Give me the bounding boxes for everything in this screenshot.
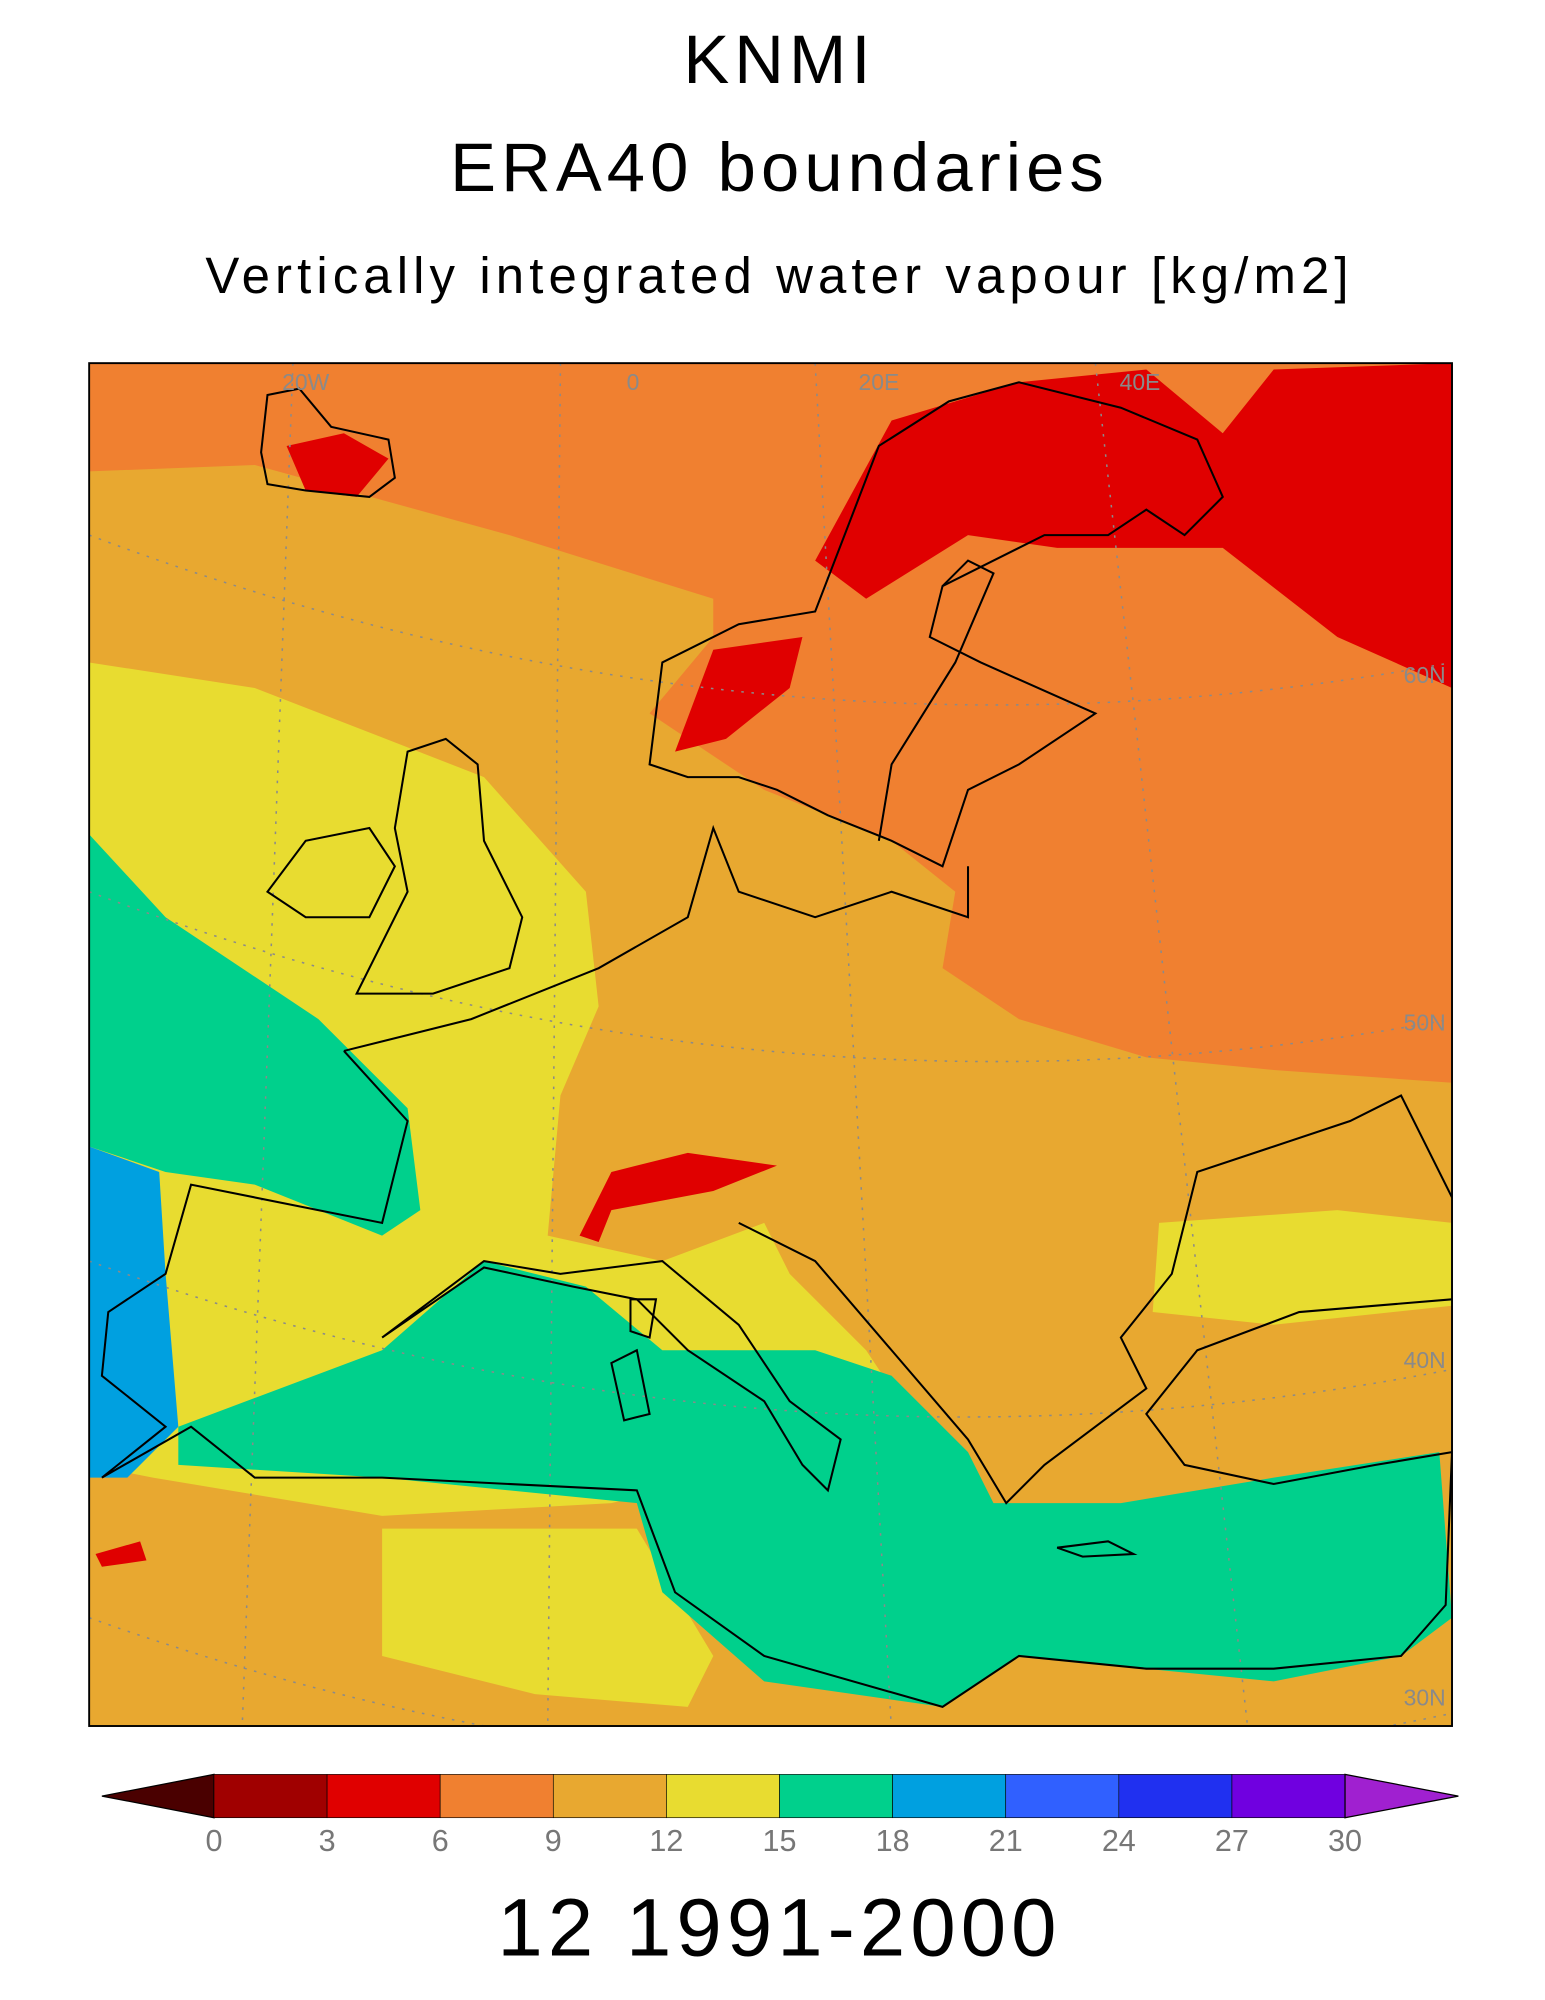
- colorbar-tick-label: 9: [545, 1824, 562, 1858]
- region: [286, 433, 389, 497]
- region: [1152, 1210, 1453, 1325]
- longitude-label: 40E: [1120, 369, 1161, 395]
- title: ERA40 boundaries: [450, 129, 1109, 206]
- colorbar-tick-label: 0: [205, 1824, 222, 1858]
- colorbar-segment: [666, 1774, 780, 1819]
- colorbar-segment: [1231, 1774, 1346, 1819]
- coastline: [648, 381, 1224, 868]
- colorbar-segment: [326, 1774, 441, 1819]
- colorbar-extension: [101, 1773, 215, 1819]
- coastline: [343, 824, 970, 1052]
- colorbar-tick-label: 12: [649, 1824, 683, 1858]
- region: [178, 1261, 1453, 1707]
- latitude-label: 60N: [1404, 662, 1446, 688]
- region: [675, 636, 803, 752]
- colorbar-tick-label: 6: [432, 1824, 449, 1858]
- colorbar-tick-label: 15: [763, 1824, 797, 1858]
- map-frame: [88, 362, 1453, 1727]
- colorbar-tick-label: 24: [1102, 1824, 1136, 1858]
- colorbar-segment: [1005, 1774, 1120, 1819]
- colorbar-tick-label: 18: [876, 1824, 910, 1858]
- coastline: [877, 559, 995, 841]
- region: [89, 834, 421, 1236]
- region: [382, 1528, 714, 1707]
- latitude-label: 30N: [1404, 1685, 1446, 1711]
- region: [579, 1152, 777, 1243]
- coastline: [260, 387, 396, 498]
- coastline: [354, 737, 524, 995]
- title: Vertically integrated water vapour [kg/m…: [205, 247, 1353, 304]
- coastline: [100, 1050, 1453, 1709]
- coastline: [381, 1094, 1453, 1505]
- title: KNMI: [683, 21, 875, 98]
- latitude-label: 40N: [1404, 1347, 1446, 1373]
- colorbar-segment: [779, 1774, 893, 1819]
- colorbar-extension: [1344, 1773, 1459, 1819]
- colorbar-segment: [213, 1774, 328, 1819]
- region: [89, 662, 918, 1516]
- region: [95, 1541, 147, 1567]
- colorbar-segment: [439, 1774, 554, 1819]
- colorbar-segment: [892, 1774, 1007, 1819]
- region: [815, 363, 1453, 688]
- colorbar-tick-label: 30: [1328, 1824, 1362, 1858]
- footer: 12 1991-2000: [497, 1882, 1061, 1973]
- longitude-label: 20W: [282, 369, 329, 395]
- longitude-label: 20E: [858, 369, 899, 395]
- graticule: [89, 363, 1453, 1727]
- coastline: [610, 1298, 1138, 1558]
- colorbar-tick-label: 21: [989, 1824, 1023, 1858]
- colorbar-tick-label: 27: [1215, 1824, 1249, 1858]
- colorbar-segment: [1118, 1774, 1233, 1819]
- map: [89, 363, 1453, 1727]
- latitude-label: 50N: [1404, 1010, 1446, 1036]
- colorbar-tick-label: 3: [319, 1824, 336, 1858]
- colorbar-segment: [552, 1774, 667, 1819]
- coastline: [266, 826, 397, 919]
- region: [89, 1146, 179, 1478]
- longitude-label: 0: [627, 369, 640, 395]
